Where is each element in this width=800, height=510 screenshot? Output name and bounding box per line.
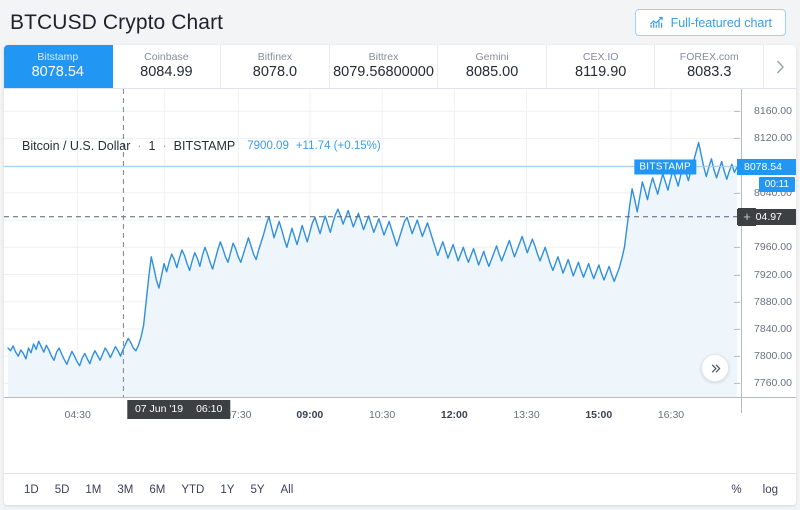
time-tick-label: 04:30 — [64, 409, 91, 421]
range-button-ytd[interactable]: YTD — [181, 483, 205, 496]
time-tick-label: 15:00 — [585, 409, 613, 421]
time-tick-label: 07:30 — [225, 409, 252, 421]
exchange-tab-name: CEX.IO — [582, 51, 619, 64]
price-chart[interactable]: Bitcoin / U.S. Dollar · 1 · BITSTAMP 790… — [4, 89, 796, 473]
exchange-tab-price: 8078.54 — [31, 64, 84, 81]
crosshair-time-tag: 07 Jun '19 06:10 — [126, 400, 231, 419]
exchange-tab-name: FOREX.com — [679, 51, 739, 64]
crosshair-time-tag-date: 07 Jun '19 — [134, 403, 184, 415]
range-button-3m[interactable]: 3M — [117, 483, 134, 496]
series-name-badge: BITSTAMP — [634, 159, 696, 175]
last-price-tag: 8078.54 — [737, 158, 796, 175]
range-button-all[interactable]: All — [280, 483, 294, 496]
range-button-1y[interactable]: 1Y — [220, 483, 235, 496]
price-tick-label: 8160.00 — [754, 105, 792, 118]
price-tick-label: 7960.00 — [754, 241, 792, 254]
exchange-tab-strip: Bitstamp 8078.54 Coinbase 8084.99 Bitfinex 80… — [4, 45, 796, 89]
price-tick-mark: – — [734, 186, 740, 199]
price-tick-label: 7800.00 — [754, 350, 792, 363]
page-header: BTCUSD Crypto Chart Full-featured chart — [0, 0, 800, 45]
chart-bottom-toolbar: 1D 5D 1M 3M 6M YTD 1Y 5Y All % log — [4, 473, 796, 505]
exchange-tabs-next-button[interactable] — [764, 45, 796, 88]
exchange-tab-bitfinex[interactable]: Bitfinex 8078.0 — [221, 45, 330, 88]
time-tick-label: 16:30 — [657, 409, 685, 421]
full-featured-chart-button[interactable]: Full-featured chart — [634, 9, 786, 36]
exchange-tab-cex-io[interactable]: CEX.IO 8119.90 — [547, 45, 656, 88]
price-tick-label: 7920.00 — [754, 268, 792, 281]
bar-countdown-tag: 00:11 — [758, 176, 795, 192]
crosshair-drag-handle[interactable]: + — [738, 207, 756, 226]
scale-options: % log — [725, 481, 784, 499]
exchange-tab-price: 8078.0 — [252, 64, 298, 81]
time-tick-label: 13:30 — [513, 409, 540, 421]
chart-canvas — [4, 89, 796, 413]
range-selector: 1D 5D 1M 3M 6M YTD 1Y 5Y All — [18, 481, 299, 499]
price-tick-mark: – — [734, 295, 740, 308]
time-tick-label: 09:00 — [296, 409, 324, 421]
exchange-tab-forex-com[interactable]: FOREX.com 8083.3 — [655, 45, 765, 88]
exchange-tab-price: 8083.3 — [687, 64, 732, 81]
price-tick-mark: – — [734, 350, 740, 363]
price-tick-mark: – — [734, 268, 740, 281]
page-title: BTCUSD Crypto Chart — [10, 10, 224, 34]
price-tick-mark: – — [734, 322, 740, 335]
chart-line-icon — [649, 15, 664, 30]
price-tick-mark: – — [734, 105, 740, 118]
price-tick-mark: – — [734, 132, 740, 145]
range-button-1d[interactable]: 1D — [24, 483, 39, 496]
range-button-5d[interactable]: 5D — [54, 483, 70, 496]
exchange-tab-coinbase[interactable]: Coinbase 8084.99 — [113, 45, 222, 88]
range-button-1m[interactable]: 1M — [85, 483, 102, 496]
price-tick-label: 8120.00 — [754, 132, 792, 145]
exchange-tab-name: Bitfinex — [257, 51, 293, 64]
time-tick-label: 12:00 — [440, 409, 468, 421]
crosshair-time-tag-time: 06:10 — [196, 403, 223, 415]
scale-option-percent[interactable]: % — [731, 483, 742, 496]
time-tick-label: 10:30 — [368, 409, 396, 421]
exchange-tab-name: Gemini — [475, 51, 509, 64]
price-tick-mark: – — [734, 241, 740, 254]
exchange-tab-name: Bittrex — [368, 51, 399, 64]
exchange-tab-name: Coinbase — [144, 51, 189, 64]
full-featured-chart-label: Full-featured chart — [670, 15, 772, 30]
exchange-tab-bitstamp[interactable]: Bitstamp 8078.54 — [4, 45, 113, 88]
exchange-tab-price: 8079.56800000 — [333, 64, 434, 81]
exchange-tab-price: 8084.99 — [140, 64, 193, 81]
exchange-tab-price: 8119.90 — [575, 64, 627, 81]
price-tick-mark: – — [734, 377, 740, 390]
price-tick-label: 7760.00 — [754, 377, 792, 390]
range-button-5y[interactable]: 5Y — [250, 483, 265, 496]
price-tick-label: 7880.00 — [754, 295, 792, 308]
exchange-tab-gemini[interactable]: Gemini 8085.00 — [438, 45, 547, 88]
exchange-tab-name: Bitstamp — [37, 51, 79, 64]
range-button-6m[interactable]: 6M — [149, 483, 166, 496]
chart-card: Bitstamp 8078.54 Coinbase 8084.99 Bitfinex 80… — [4, 45, 796, 505]
scroll-to-latest-button[interactable] — [701, 354, 729, 382]
price-tick-label: 7840.00 — [754, 322, 792, 335]
exchange-tab-price: 8085.00 — [465, 64, 519, 81]
scale-option-log[interactable]: log — [762, 483, 778, 496]
exchange-tab-bittrex[interactable]: Bittrex 8079.56800000 — [330, 45, 439, 88]
